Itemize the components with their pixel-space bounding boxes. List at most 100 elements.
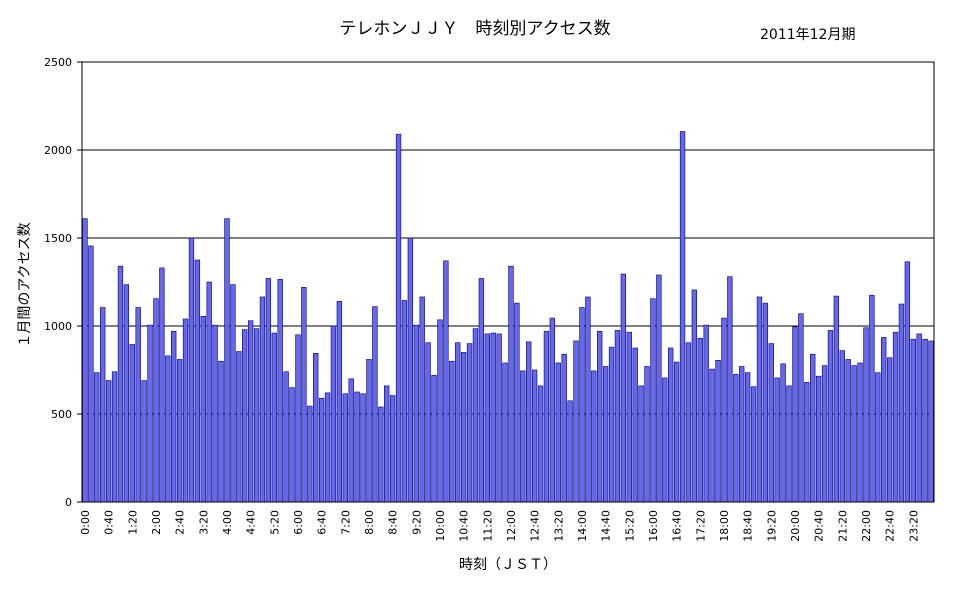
bar-10:40 [460,352,467,503]
x-tick-label: 22:00 [860,510,873,542]
bar-0:00 [82,218,88,503]
bar-2:30 [171,330,177,503]
x-tick-label: 13:20 [552,510,565,542]
bar-4:40 [247,320,254,503]
bar-15:50 [644,366,650,503]
bar-23:30 [916,333,922,503]
bar-10:00 [437,319,443,503]
x-tick-label: 8:00 [363,510,376,535]
bar-22:30 [881,337,887,503]
bar-19:20 [768,343,774,503]
x-axis-label: 時刻（ＪＳＴ） [459,557,557,573]
bar-23:10 [904,261,911,503]
bar-11:40 [496,333,502,503]
bar-4:10 [230,284,236,503]
x-tick-label: 6:00 [292,510,305,535]
bar-23:50 [928,340,934,503]
bar-1:10 [123,284,130,503]
bar-18:50 [750,386,757,503]
bar-1:50 [147,324,153,503]
bar-7:30 [348,378,354,503]
y-tick-label: 1000 [44,320,72,333]
bar-6:00 [295,334,301,503]
x-tick-label: 14:40 [600,510,613,542]
bar-13:30 [561,353,567,503]
bar-14:30 [597,330,603,503]
bar-22:10 [869,294,875,503]
bar-4:30 [242,329,248,503]
y-tick-label: 2500 [44,56,72,69]
bar-7:20 [342,393,348,503]
x-tick-label: 20:00 [789,510,802,542]
x-tick-label: 4:00 [221,510,234,535]
bar-21:10 [833,295,840,503]
bar-15:30 [632,347,638,503]
bar-17:00 [685,342,692,503]
bar-5:50 [289,387,295,503]
bar-10:30 [455,342,461,503]
x-tick-label: 14:00 [576,510,589,542]
x-tick-label: 6:40 [316,510,329,535]
x-tick-labels: 0:00 0:40 1:20 2:00 2:40 3:20 4:00 4:40 5:20 6:00… [79,510,920,542]
bar-17:50 [715,360,721,503]
bar-19:40 [780,363,786,503]
bar-4:00 [224,218,230,503]
bar-13:40 [567,400,573,503]
bar-18:30 [739,366,745,503]
bar-21:50 [857,362,863,503]
y-tick-label: 1500 [44,232,72,245]
bar-8:10 [372,306,378,503]
bar-1:30 [135,307,141,503]
x-tick-label: 15:20 [623,510,636,542]
bar-22:40 [886,357,893,503]
x-tick-label: 9:20 [410,510,423,535]
bar-12:40 [531,369,538,503]
x-tick-label: 10:40 [458,510,471,542]
bar-16:10 [656,274,662,503]
bar-15:40 [638,385,644,503]
bar-2:20 [165,355,171,503]
bar-4:50 [253,328,260,503]
chart-period-label: 2011年12月期 [760,27,856,43]
x-tick-label: 2:00 [150,510,163,535]
bar-12:10 [514,302,520,503]
bar-10:50 [466,343,473,503]
y-tick-label: 0 [65,496,72,509]
bar-18:00 [721,317,727,503]
x-tick-label: 11:20 [481,510,494,542]
gridlines [82,149,934,415]
bar-17:30 [703,324,709,503]
bar-16:20 [662,377,668,503]
bar-21:00 [827,330,834,503]
bar-22:20 [875,372,881,503]
bar-2:10 [159,267,165,503]
bar-21:20 [839,350,845,503]
bar-3:20 [200,316,206,503]
x-tick-label: 21:20 [836,510,849,542]
x-tick-label: 7:20 [339,510,352,535]
bar-3:40 [212,324,218,503]
bar-7:00 [330,325,337,503]
bar-9:40 [425,342,431,503]
bar-20:50 [821,365,828,503]
bar-22:00 [863,327,869,503]
bar-2:00 [153,298,159,503]
bar-2:40 [176,359,183,503]
bar-16:40 [673,361,680,503]
bar-9:20 [413,324,419,503]
x-tick-label: 19:20 [765,510,778,542]
x-tick-label: 0:40 [103,510,116,535]
bars [82,131,934,503]
bar-1:20 [129,344,135,503]
bar-6:40 [318,397,325,503]
bar-5:00 [259,296,266,503]
bar-6:20 [307,405,313,503]
x-tick-label: 12:00 [505,510,518,542]
bar-6:30 [313,352,319,503]
x-tick-label: 12:40 [529,510,542,542]
bar-23:40 [922,338,928,503]
x-tick-label: 3:20 [197,510,210,535]
bar-1:00 [117,265,124,503]
bar-10:20 [449,360,455,503]
bar-14:00 [579,307,585,503]
